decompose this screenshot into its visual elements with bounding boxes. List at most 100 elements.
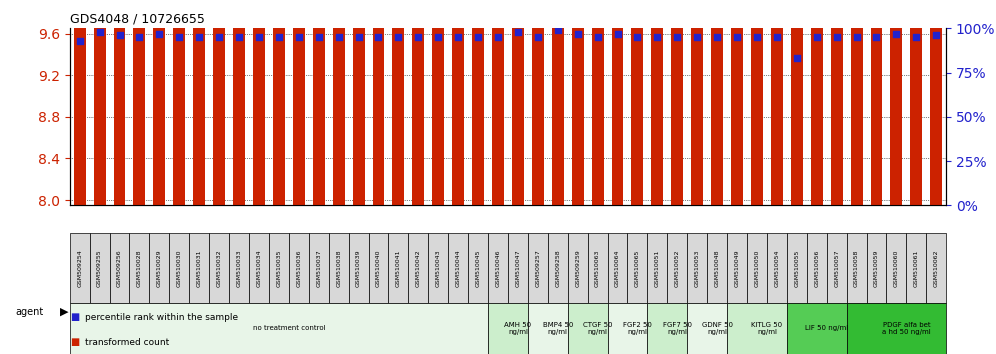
- FancyBboxPatch shape: [787, 233, 807, 303]
- Bar: [432, 0, 444, 205]
- FancyBboxPatch shape: [647, 303, 687, 354]
- FancyBboxPatch shape: [906, 233, 926, 303]
- Point: [211, 34, 227, 40]
- Bar: [114, 0, 125, 205]
- Bar: [373, 0, 384, 205]
- Point: [709, 34, 725, 40]
- Bar: [691, 120, 703, 205]
- Bar: [392, 116, 404, 205]
- Point: [191, 34, 207, 40]
- Point: [251, 34, 267, 40]
- Bar: [731, 122, 743, 205]
- Bar: [412, 76, 424, 205]
- Bar: [831, 125, 843, 205]
- FancyBboxPatch shape: [488, 233, 508, 303]
- FancyBboxPatch shape: [229, 233, 249, 303]
- Bar: [831, 0, 843, 205]
- Bar: [731, 0, 743, 205]
- Text: GSM509255: GSM509255: [97, 249, 103, 287]
- Text: GSM510061: GSM510061: [913, 249, 919, 287]
- FancyBboxPatch shape: [90, 233, 110, 303]
- Point: [888, 31, 904, 36]
- FancyBboxPatch shape: [70, 303, 488, 354]
- Text: GSM510048: GSM510048: [714, 249, 720, 287]
- Point: [649, 34, 665, 40]
- Bar: [592, 108, 604, 205]
- FancyBboxPatch shape: [428, 233, 448, 303]
- Text: GSM510044: GSM510044: [455, 249, 461, 287]
- FancyBboxPatch shape: [269, 233, 289, 303]
- FancyBboxPatch shape: [787, 303, 847, 354]
- Text: GSM509259: GSM509259: [575, 249, 581, 287]
- Bar: [871, 125, 882, 205]
- Bar: [572, 0, 584, 205]
- Bar: [512, 0, 524, 205]
- Text: ▶: ▶: [60, 307, 69, 316]
- FancyBboxPatch shape: [548, 233, 568, 303]
- FancyBboxPatch shape: [388, 233, 408, 303]
- Text: GSM510043: GSM510043: [435, 249, 441, 287]
- Text: GDS4048 / 10726655: GDS4048 / 10726655: [70, 13, 204, 26]
- Text: CTGF 50
ng/ml: CTGF 50 ng/ml: [583, 322, 613, 335]
- Bar: [94, 68, 106, 205]
- Point: [410, 34, 426, 40]
- Bar: [791, 153, 803, 205]
- Point: [390, 34, 406, 40]
- Point: [131, 34, 147, 40]
- Bar: [711, 122, 723, 205]
- Bar: [492, 0, 504, 205]
- Point: [769, 34, 785, 40]
- Point: [331, 34, 347, 40]
- FancyBboxPatch shape: [169, 233, 189, 303]
- Bar: [432, 113, 444, 205]
- Bar: [74, 0, 86, 205]
- Text: KITLG 50
ng/ml: KITLG 50 ng/ml: [751, 322, 783, 335]
- Bar: [890, 0, 902, 205]
- FancyBboxPatch shape: [189, 233, 209, 303]
- Bar: [233, 124, 245, 205]
- Text: GSM510058: GSM510058: [854, 249, 860, 287]
- Bar: [193, 118, 205, 205]
- FancyBboxPatch shape: [289, 233, 309, 303]
- FancyBboxPatch shape: [627, 233, 647, 303]
- FancyBboxPatch shape: [408, 233, 428, 303]
- Point: [311, 34, 327, 40]
- Bar: [811, 0, 823, 205]
- Bar: [552, 0, 564, 205]
- Point: [570, 31, 586, 36]
- Text: GSM509254: GSM509254: [77, 249, 83, 287]
- FancyBboxPatch shape: [847, 303, 946, 354]
- Text: AMH 50
ng/ml: AMH 50 ng/ml: [504, 322, 532, 335]
- Point: [849, 34, 865, 40]
- Text: GSM510035: GSM510035: [276, 249, 282, 287]
- FancyBboxPatch shape: [667, 233, 687, 303]
- FancyBboxPatch shape: [886, 233, 906, 303]
- FancyBboxPatch shape: [707, 233, 727, 303]
- Point: [729, 34, 745, 40]
- Bar: [671, 0, 683, 205]
- Bar: [751, 0, 763, 205]
- FancyBboxPatch shape: [608, 233, 627, 303]
- FancyBboxPatch shape: [129, 233, 149, 303]
- Bar: [671, 120, 683, 205]
- Bar: [572, 70, 584, 205]
- Bar: [910, 0, 922, 205]
- Bar: [153, 0, 165, 205]
- FancyBboxPatch shape: [747, 233, 767, 303]
- Text: GSM510056: GSM510056: [814, 249, 820, 287]
- Text: GSM510055: GSM510055: [794, 249, 800, 287]
- Bar: [791, 0, 803, 205]
- Point: [809, 34, 825, 40]
- Point: [510, 29, 526, 35]
- FancyBboxPatch shape: [608, 303, 647, 354]
- Bar: [751, 122, 763, 205]
- Text: GSM510064: GSM510064: [615, 249, 621, 287]
- Bar: [452, 0, 464, 205]
- Text: GSM510029: GSM510029: [156, 249, 162, 287]
- Bar: [233, 0, 245, 205]
- FancyBboxPatch shape: [687, 233, 707, 303]
- Bar: [851, 125, 863, 205]
- Bar: [353, 0, 365, 205]
- FancyBboxPatch shape: [687, 303, 727, 354]
- FancyBboxPatch shape: [568, 303, 608, 354]
